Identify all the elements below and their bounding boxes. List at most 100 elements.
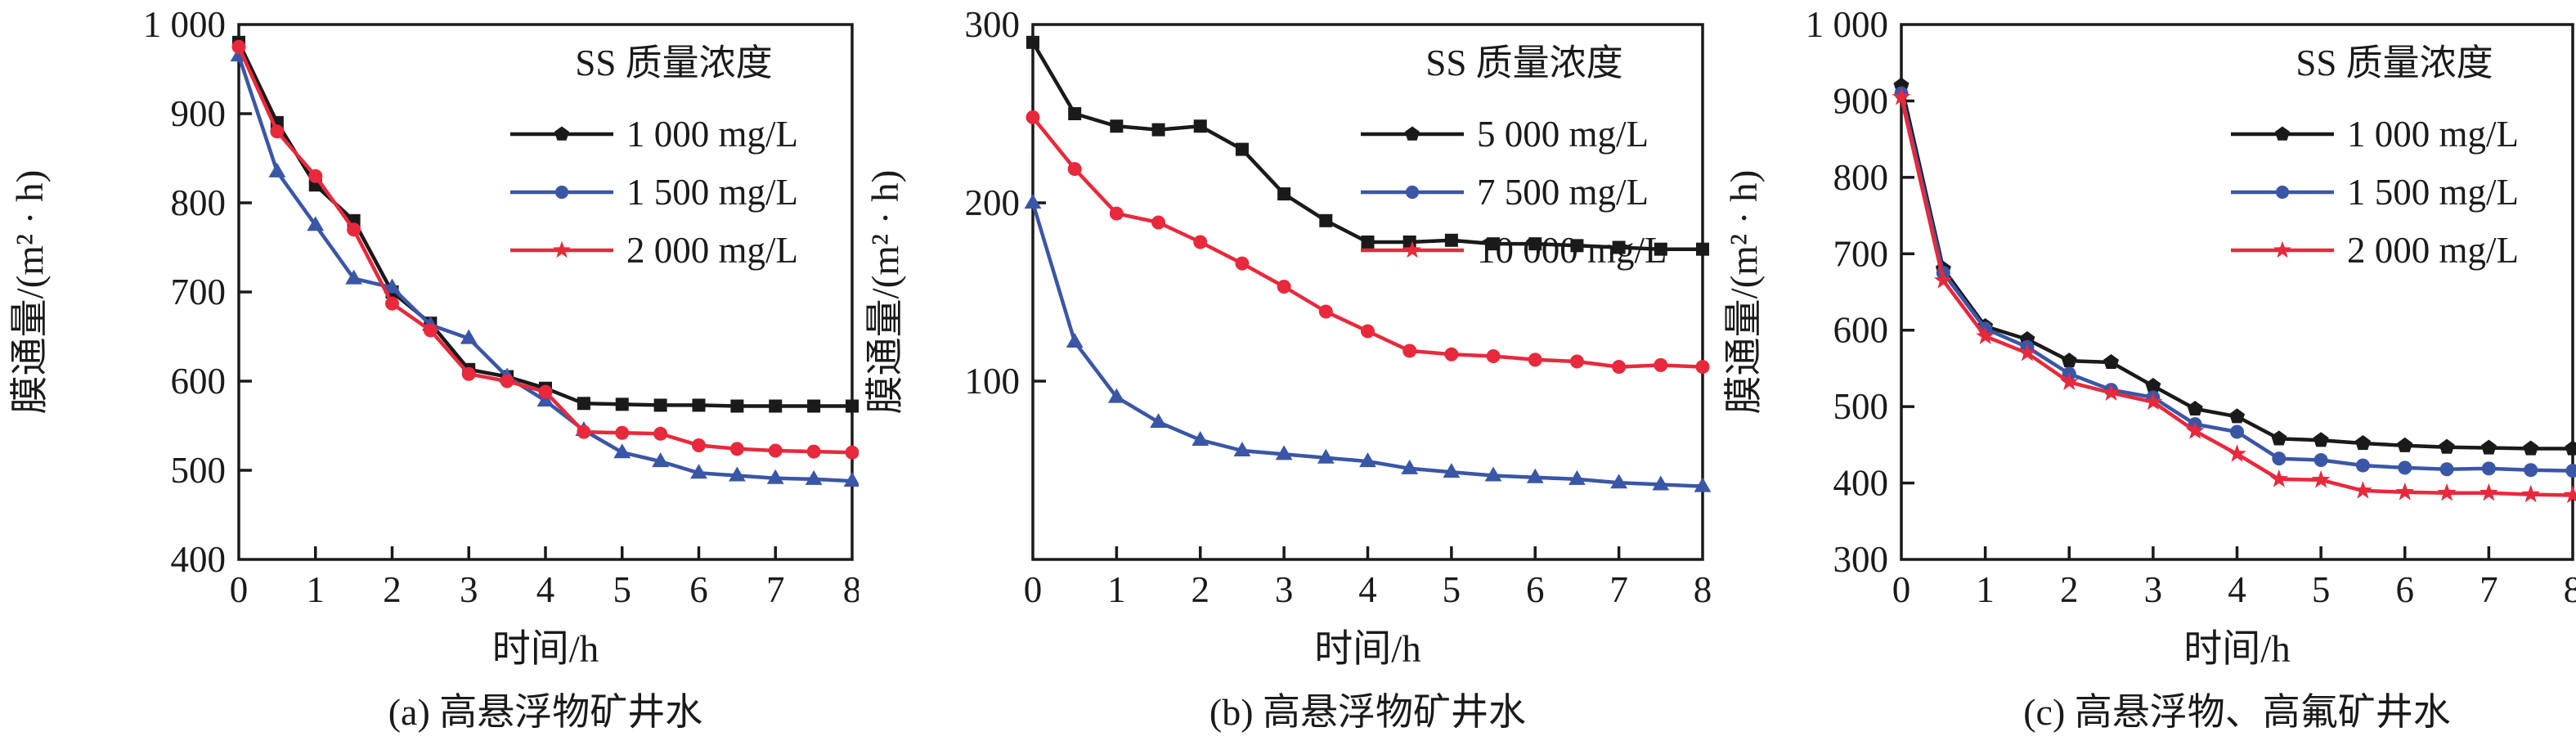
marker-pentagon (2439, 438, 2455, 454)
legend-item: 1 500 mg/L (2231, 172, 2519, 213)
plot-area-border (1031, 23, 1704, 561)
marker-triangle (307, 216, 325, 231)
marker-square (1654, 242, 1667, 256)
marker-circle (1402, 344, 1417, 358)
marker-circle (308, 168, 323, 183)
marker-square (1696, 242, 1709, 256)
marker-triangle (1233, 442, 1251, 457)
marker-circle (615, 425, 630, 440)
legend-item: 7 500 mg/L (1361, 172, 1649, 213)
marker-circle (1361, 324, 1375, 339)
axis-ticks (239, 112, 777, 559)
marker-pentagon (2397, 437, 2413, 452)
marker-circle (538, 384, 553, 399)
svg-text:7: 7 (2480, 569, 2498, 610)
marker-square (1277, 187, 1291, 201)
marker-triangle (843, 472, 859, 487)
marker-circle (385, 296, 399, 311)
marker-pentagon (2228, 408, 2246, 424)
marker-square (1528, 237, 1542, 251)
chart-b-svg: 100 200 300 0 1 2 3 4 5 6 7 8 膜通量/(m² · h) 时间/h SS 质量浓… (864, 4, 1712, 671)
marker-triangle (460, 329, 478, 344)
marker-pentagon (2061, 353, 2077, 368)
svg-text:800: 800 (1833, 157, 1889, 198)
marker-triangle (268, 162, 286, 177)
marker-circle (653, 426, 668, 441)
marker-circle (270, 124, 285, 139)
legend-label: 5 000 mg/L (1477, 114, 1649, 155)
marker-star (553, 240, 571, 258)
legend-item: 1 000 mg/L (2231, 114, 2519, 155)
svg-text:400: 400 (1833, 463, 1889, 504)
marker-triangle (1192, 430, 1209, 446)
marker-square (1110, 119, 1124, 133)
marker-star (1403, 240, 1421, 258)
marker-star (1976, 326, 1995, 344)
svg-text:1 000: 1 000 (1806, 4, 1888, 45)
svg-text:500: 500 (1833, 386, 1889, 427)
svg-text:0: 0 (1024, 569, 1043, 610)
chart-a-svg: 400 500 600 700 800 900 1 000 0 1 2 3 4 5 6 7 8 膜通量/(m² … (9, 4, 859, 671)
marker-circle (1695, 360, 1710, 375)
marker-circle (2439, 462, 2454, 477)
x-tick-labels: 0 1 2 3 4 5 6 7 8 (1892, 569, 2576, 610)
marker-circle (231, 39, 246, 54)
marker-triangle (1359, 452, 1376, 468)
chart-b-panel: 100 200 300 0 1 2 3 4 5 6 7 8 膜通量/(m² · h) 时间/h SS 质量浓… (859, 0, 1717, 741)
series-10-000-mg-L (1025, 110, 1710, 375)
marker-star (2563, 485, 2576, 504)
svg-text:7: 7 (766, 569, 785, 610)
marker-pentagon (1404, 126, 1420, 141)
marker-circle (347, 222, 361, 237)
marker-circle (2398, 460, 2412, 475)
chart-c-panel: 300 400 500 600 700 800 900 1 000 0 1 2 3 4 5 6 7 8 膜通量/(… (1717, 0, 2576, 741)
series-5-000-mg-L (1026, 35, 1709, 256)
marker-triangle (690, 464, 707, 479)
marker-triangle (1401, 459, 1419, 474)
legend-item: 2 000 mg/L (510, 230, 798, 271)
svg-text:5: 5 (2312, 569, 2331, 610)
y-axis-title: 膜通量/(m² · h) (864, 170, 907, 415)
marker-circle (2481, 461, 2496, 476)
marker-pentagon (2480, 439, 2497, 455)
x-tick-labels: 0 1 2 3 4 5 6 7 8 (230, 569, 859, 610)
svg-text:700: 700 (1833, 233, 1889, 274)
chart-a-caption: (a) 高悬浮物矿井水 (388, 691, 703, 733)
legend-label: 7 500 mg/L (1477, 172, 1649, 213)
axis-ticks (1033, 201, 1621, 559)
marker-square (1612, 240, 1626, 254)
svg-text:500: 500 (171, 450, 227, 491)
marker-pentagon (554, 126, 570, 141)
marker-star (1933, 270, 1953, 289)
svg-text:800: 800 (171, 182, 227, 223)
y-tick-labels: 100 200 300 (965, 4, 1021, 402)
marker-square (1444, 233, 1458, 247)
marker-circle (768, 443, 783, 458)
marker-triangle (728, 466, 746, 482)
marker-triangle (766, 469, 784, 484)
marker-triangle (384, 278, 401, 294)
marker-circle (845, 445, 859, 460)
marker-circle (1235, 256, 1250, 271)
marker-triangle (1568, 469, 1586, 485)
legend: SS 质量浓度 5 000 mg/L 7 500 mg/L 10 000 mg/L (1361, 43, 1667, 271)
x-tick-labels: 0 1 2 3 4 5 6 7 8 (1024, 569, 1712, 610)
svg-text:5: 5 (1443, 569, 1461, 610)
marker-triangle (1443, 463, 1461, 478)
svg-text:6: 6 (689, 569, 708, 610)
marker-circle (1569, 354, 1584, 369)
marker-star (2228, 444, 2246, 462)
marker-square (730, 399, 744, 413)
legend-label: 1 500 mg/L (626, 172, 798, 213)
svg-text:3: 3 (460, 569, 478, 610)
legend-item: 1 000 mg/L (510, 114, 798, 155)
svg-text:2: 2 (383, 569, 402, 610)
marker-triangle (1526, 468, 1544, 483)
axis-ticks (1901, 99, 2491, 559)
series-2-000-mg-L (1892, 87, 2576, 504)
marker-star (2437, 483, 2457, 501)
marker-triangle (1694, 477, 1712, 492)
y-axis-title: 膜通量/(m² · h) (1723, 170, 1766, 415)
marker-triangle (1150, 413, 1167, 429)
